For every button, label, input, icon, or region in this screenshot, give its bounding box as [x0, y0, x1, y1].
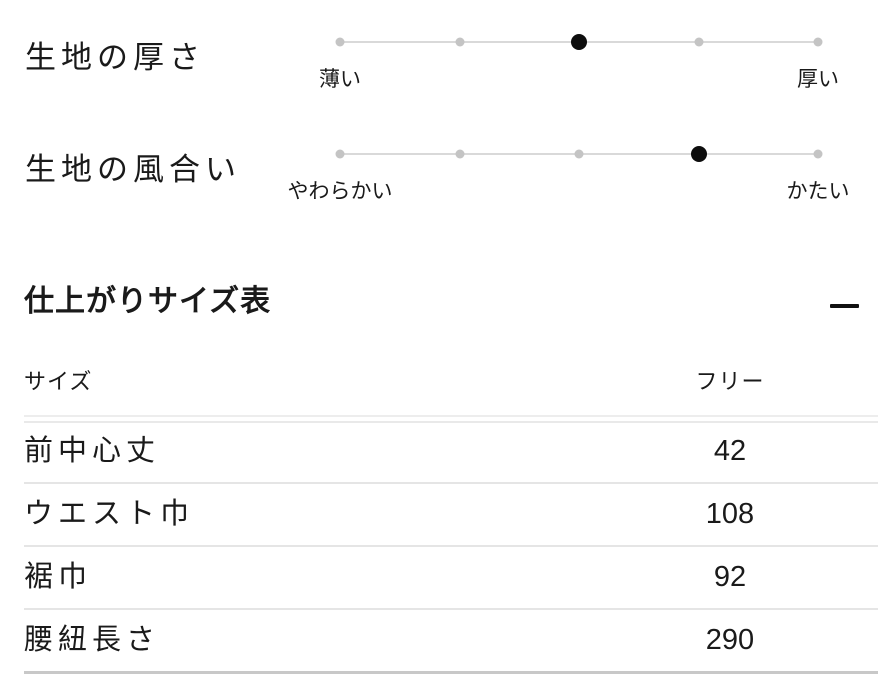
header-divider-top — [24, 415, 878, 417]
row-divider — [24, 482, 878, 484]
table-row-label: 裾巾 — [24, 561, 93, 593]
fabric-texture-scale: やわらかい かたい — [288, 145, 850, 203]
table-row-value: 42 — [713, 435, 747, 467]
table-row-label: 腰紐長さ — [24, 624, 161, 656]
scale-dot — [455, 37, 464, 47]
scale-dot — [813, 37, 823, 47]
fabric-thickness-scale: 薄い 厚い — [319, 33, 839, 91]
scale-min-label: 薄い — [319, 68, 361, 91]
fabric-thickness-title: 生地の厚さ — [25, 40, 205, 75]
scale-dot — [813, 149, 823, 159]
table-bottom-divider — [24, 671, 878, 674]
table-row-value: 290 — [705, 624, 755, 656]
row-divider — [24, 608, 878, 610]
scale-dot — [694, 37, 703, 47]
size-table-section-title: 仕上がりサイズ表 — [24, 285, 272, 318]
collapse-section-button[interactable] — [820, 290, 868, 322]
scale-dot — [335, 149, 345, 159]
scale-dot — [335, 37, 345, 47]
scale-max-label: かたい — [786, 180, 850, 203]
table-row-value: 108 — [705, 498, 755, 530]
free-size-column-header: フリー — [695, 369, 765, 394]
header-divider-bottom — [24, 421, 878, 423]
scale-min-label: やわらかい — [287, 180, 393, 203]
fabric-texture-title: 生地の風合い — [25, 152, 241, 187]
table-row-value: 92 — [713, 561, 747, 593]
scale-dot-selected — [571, 34, 587, 50]
scale-dot — [455, 149, 464, 159]
scale-max-label: 厚い — [797, 68, 839, 91]
table-row-label: 前中心丈 — [24, 435, 161, 467]
row-divider — [24, 545, 878, 547]
size-column-header: サイズ — [24, 369, 93, 394]
scale-dot-selected — [690, 146, 707, 162]
table-row-label: ウエスト巾 — [24, 498, 195, 530]
minus-icon — [830, 304, 859, 308]
scale-dot — [574, 149, 584, 159]
